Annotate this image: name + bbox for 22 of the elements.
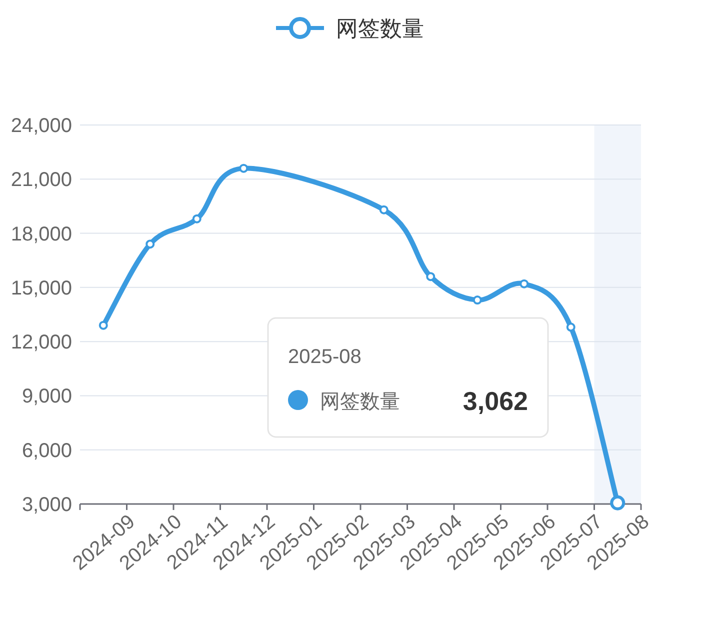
legend: 网签数量 <box>276 16 424 41</box>
point <box>146 240 155 249</box>
point <box>98 320 108 330</box>
point <box>379 205 388 214</box>
y-tick-label: 18,000 <box>10 223 72 246</box>
y-tick-label: 21,000 <box>10 169 72 192</box>
point <box>520 279 529 288</box>
y-tick-label: 6,000 <box>22 440 72 462</box>
annotation: 3,062 <box>462 386 528 416</box>
y-tick-label: 9,000 <box>22 386 72 408</box>
point <box>566 322 576 332</box>
legend-label: 网签数量 <box>336 16 424 41</box>
y-tick-label: 15,000 <box>10 277 72 300</box>
point <box>426 272 436 282</box>
y-tick-label: 24,000 <box>10 115 72 137</box>
point <box>472 296 482 305</box>
annotation: 2025-08 <box>288 346 362 368</box>
y-tick-label: 12,000 <box>10 332 72 354</box>
point <box>239 164 248 173</box>
annotation: 网签数量 <box>320 391 400 413</box>
point <box>192 214 202 224</box>
y-tick-label: 3,000 <box>22 494 72 516</box>
